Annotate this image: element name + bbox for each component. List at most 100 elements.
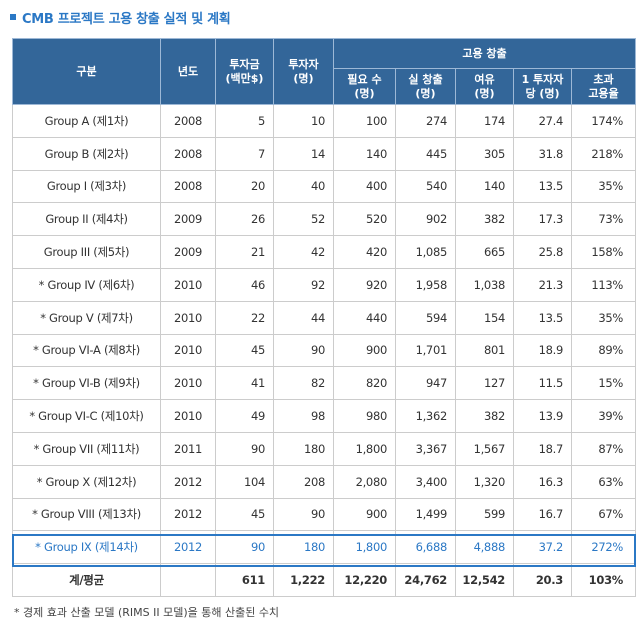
row-excess: 272% [571, 530, 636, 565]
row-actual: 1,701 [395, 333, 456, 368]
table-row: * Group IV (제6차) 2010 46 92 920 1,958 1,038 21.… [12, 267, 636, 302]
table-row: Group II (제4차) 2009 26 52 520 902 382 17.3 73% [12, 202, 636, 237]
table-row: Group I (제3차) 2008 20 40 400 540 140 13.5 35% [12, 169, 636, 204]
row-excess: 67% [571, 497, 636, 532]
employment-table: 구분 년도 투자금 (백만$) 투자자 (명) 고용 창출 필요 수 (명) 실… [12, 38, 636, 597]
row-year: 2010 [160, 267, 216, 302]
row-required: 2,080 [333, 464, 396, 499]
row-surplus: 140 [455, 169, 514, 204]
row-surplus: 382 [455, 202, 514, 237]
row-investors: 180 [273, 530, 334, 565]
row-investors: 10 [273, 104, 334, 138]
row-required: 900 [333, 333, 396, 368]
row-surplus: 1,038 [455, 267, 514, 302]
row-investors: 14 [273, 136, 334, 171]
row-per-investor: 25.8 [513, 235, 572, 269]
total-investors: 1,222 [273, 563, 334, 597]
row-investors: 44 [273, 300, 334, 335]
row-excess: 218% [571, 136, 636, 171]
row-investment: 26 [215, 202, 274, 237]
row-surplus: 1,320 [455, 464, 514, 499]
row-excess: 39% [571, 399, 636, 433]
table-row: * Group VI-B (제9차) 2010 41 82 820 947 127 11.5 1… [12, 366, 636, 401]
row-investment: 49 [215, 399, 274, 433]
row-surplus: 127 [455, 366, 514, 401]
row-investment: 7 [215, 136, 274, 171]
row-investors: 82 [273, 366, 334, 401]
table-header: 구분 년도 투자금 (백만$) 투자자 (명) 고용 창출 필요 수 (명) 실… [12, 38, 636, 105]
row-year: 2010 [160, 333, 216, 368]
row-excess: 35% [571, 169, 636, 204]
table-row: * Group IX (제14차) 2012 90 180 1,800 6,688 4,88… [12, 530, 636, 565]
header-per-investor: 1 투자자 당 (명) [513, 68, 572, 105]
row-surplus: 801 [455, 333, 514, 368]
row-investment: 90 [215, 530, 274, 565]
page-title: CMB 프로젝트 고용 창출 실적 및 계획 [10, 6, 231, 28]
row-name: * Group V (제7차) [12, 300, 161, 335]
row-per-investor: 17.3 [513, 202, 572, 237]
row-required: 400 [333, 169, 396, 204]
row-investment: 45 [215, 497, 274, 532]
row-investment: 5 [215, 104, 274, 138]
table-row: * Group VIII (제13차) 2012 45 90 900 1,499 599 16… [12, 497, 636, 532]
row-per-investor: 11.5 [513, 366, 572, 401]
row-year: 2011 [160, 431, 216, 466]
table-row: Group A (제1차) 2008 5 10 100 274 174 27.4 174% [12, 104, 636, 138]
title-text: CMB 프로젝트 고용 창출 실적 및 계획 [22, 11, 231, 27]
row-year: 2009 [160, 235, 216, 269]
table-row: * Group VI-C (제10차) 2010 49 98 980 1,362 382 13… [12, 399, 636, 433]
total-row: 계/평균 611 1,222 12,220 24,762 12,542 20.3… [12, 563, 636, 597]
row-investment: 90 [215, 431, 274, 466]
header-excess-rate: 초과 고용율 [571, 68, 636, 105]
row-year: 2008 [160, 136, 216, 171]
row-actual: 274 [395, 104, 456, 138]
row-actual: 540 [395, 169, 456, 204]
row-year: 2009 [160, 202, 216, 237]
row-per-investor: 13.5 [513, 300, 572, 335]
row-year: 2010 [160, 399, 216, 433]
table-row: * Group X (제12차) 2012 104 208 2,080 3,400 1,32… [12, 464, 636, 499]
row-required: 980 [333, 399, 396, 433]
row-name: * Group VII (제11차) [12, 431, 161, 466]
row-name: Group II (제4차) [12, 202, 161, 237]
row-surplus: 4,888 [455, 530, 514, 565]
row-investment: 20 [215, 169, 274, 204]
row-name: Group III (제5차) [12, 235, 161, 269]
row-name: * Group IV (제6차) [12, 267, 161, 302]
row-per-investor: 37.2 [513, 530, 572, 565]
row-investment: 104 [215, 464, 274, 499]
row-required: 520 [333, 202, 396, 237]
header-employment: 고용 창출 [333, 38, 636, 69]
row-investment: 46 [215, 267, 274, 302]
row-actual: 445 [395, 136, 456, 171]
row-year: 2008 [160, 104, 216, 138]
row-excess: 63% [571, 464, 636, 499]
row-investment: 45 [215, 333, 274, 368]
row-name: Group B (제2차) [12, 136, 161, 171]
total-actual: 24,762 [395, 563, 456, 597]
row-year: 2010 [160, 300, 216, 335]
row-investors: 42 [273, 235, 334, 269]
row-year: 2008 [160, 169, 216, 204]
row-investment: 41 [215, 366, 274, 401]
row-surplus: 154 [455, 300, 514, 335]
row-year: 2012 [160, 464, 216, 499]
row-name: * Group VI-A (제8차) [12, 333, 161, 368]
row-name: Group A (제1차) [12, 104, 161, 138]
row-actual: 1,958 [395, 267, 456, 302]
table-row: Group B (제2차) 2008 7 14 140 445 305 31.8 218% [12, 136, 636, 171]
row-actual: 947 [395, 366, 456, 401]
row-required: 100 [333, 104, 396, 138]
row-name: * Group VIII (제13차) [12, 497, 161, 532]
header-investors: 투자자 (명) [273, 38, 334, 105]
row-name: Group I (제3차) [12, 169, 161, 204]
title-bullet-icon [10, 14, 16, 20]
row-surplus: 382 [455, 399, 514, 433]
row-required: 140 [333, 136, 396, 171]
header-surplus: 여유 (명) [455, 68, 514, 105]
total-excess: 103% [571, 563, 636, 597]
row-excess: 158% [571, 235, 636, 269]
table-row: * Group VII (제11차) 2011 90 180 1,800 3,367 1,5… [12, 431, 636, 466]
row-excess: 15% [571, 366, 636, 401]
footnote: * 경제 효과 산출 모델 (RIMS II 모델)을 통해 산출된 수치 [14, 606, 280, 619]
